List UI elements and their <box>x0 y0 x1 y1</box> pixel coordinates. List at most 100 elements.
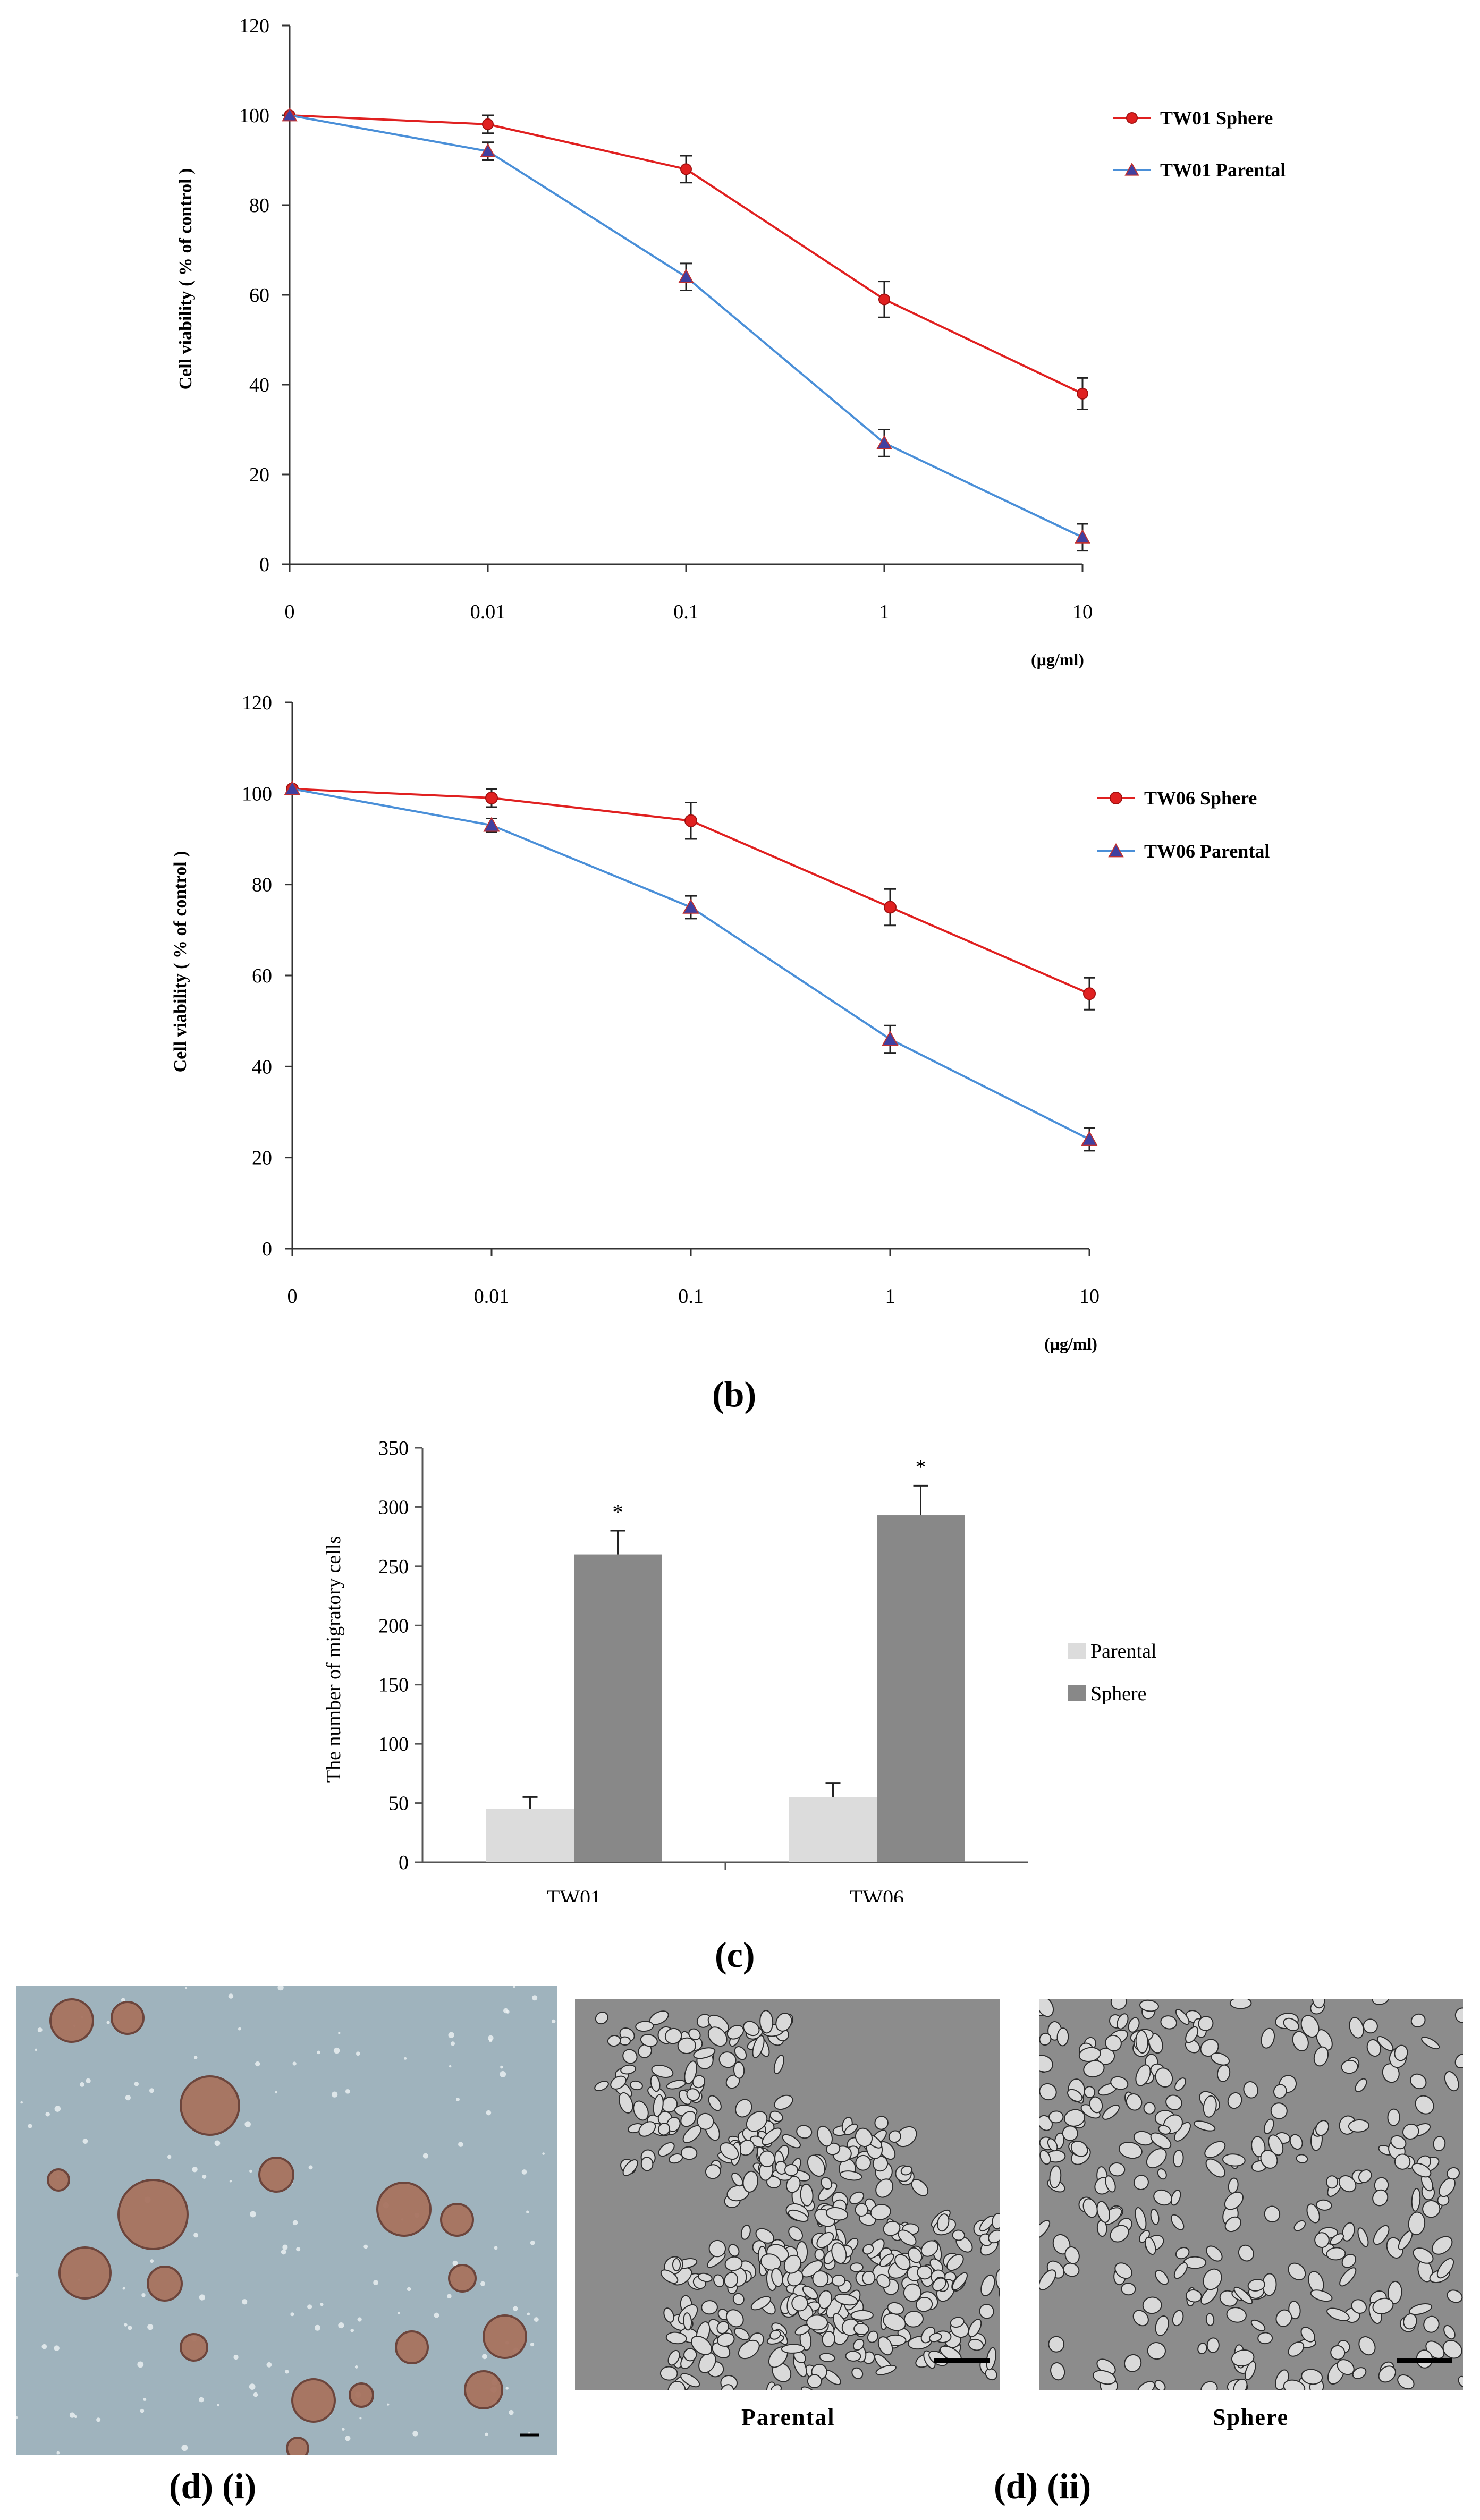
label-sphere: Sphere <box>1213 2404 1289 2430</box>
cell <box>979 2304 994 2319</box>
single-cell <box>345 2436 351 2441</box>
cell <box>686 2088 700 2101</box>
x-tick-label: TW01 <box>547 1886 601 1902</box>
cell <box>1351 2299 1367 2314</box>
single-cell <box>285 2370 289 2374</box>
cell <box>887 2302 904 2315</box>
cell <box>1243 2081 1259 2099</box>
cell <box>784 2163 799 2176</box>
data-point <box>483 817 500 832</box>
cell <box>775 2013 792 2032</box>
cell <box>917 2265 933 2280</box>
single-cell <box>480 2281 486 2286</box>
cell <box>680 2146 698 2160</box>
single-cell <box>494 2246 498 2250</box>
cell <box>1293 2220 1306 2231</box>
single-cell <box>149 2088 154 2093</box>
cell <box>1261 2027 1275 2049</box>
cell <box>1229 1999 1252 2009</box>
cell <box>1251 2136 1266 2158</box>
cell <box>683 2348 697 2362</box>
cell <box>1363 2018 1378 2034</box>
y-tick-label: 120 <box>242 692 272 714</box>
x-tick-label: TW06 <box>850 1886 904 1902</box>
cell <box>738 2339 760 2360</box>
cell <box>1157 2168 1167 2180</box>
y-tick-label: 60 <box>249 284 269 307</box>
single-cell <box>143 2398 147 2401</box>
single-cell <box>481 2354 487 2360</box>
cell <box>867 2330 878 2343</box>
single-cell <box>292 2220 298 2226</box>
cell <box>849 2262 864 2272</box>
cell <box>659 2366 678 2381</box>
cell <box>1143 2102 1156 2115</box>
cell <box>697 2272 713 2283</box>
cell <box>855 2203 868 2217</box>
cell <box>759 2010 774 2034</box>
cell <box>1301 2369 1323 2385</box>
cell <box>1231 2349 1255 2367</box>
cell <box>862 2244 874 2255</box>
data-point <box>682 898 699 914</box>
single-cell <box>79 2082 84 2087</box>
y-tick-label: 350 <box>378 1437 409 1460</box>
cell <box>759 2150 775 2168</box>
y-axis-label: Cell viability ( % of control ) <box>176 168 196 390</box>
y-tick-label: 20 <box>252 1147 272 1169</box>
cell <box>1387 2108 1400 2126</box>
cell <box>1247 2279 1266 2292</box>
cell <box>995 2268 1000 2293</box>
single-cell <box>333 2047 340 2054</box>
cell <box>1300 2327 1316 2343</box>
legend-label: Sphere <box>1090 1683 1147 1705</box>
cell <box>653 2094 664 2117</box>
legend-marker <box>1124 162 1139 176</box>
bar-sphere-tw06 <box>877 1515 965 1862</box>
single-cell <box>407 2287 411 2292</box>
single-cell <box>128 2326 132 2330</box>
cell <box>1326 2247 1346 2261</box>
cell <box>1197 2343 1207 2355</box>
cell <box>1372 2297 1394 2314</box>
cell <box>1039 2032 1052 2046</box>
cell <box>750 2296 771 2311</box>
single-cell <box>233 2354 239 2360</box>
cell <box>1257 2332 1273 2345</box>
cell <box>1084 2086 1096 2098</box>
data-point <box>684 814 697 827</box>
cell <box>968 2319 982 2338</box>
single-cell <box>434 2312 439 2318</box>
cell <box>658 2142 675 2157</box>
single-cell <box>290 2312 294 2317</box>
single-cell <box>125 2094 131 2101</box>
cell <box>769 2110 783 2122</box>
cell <box>1211 2052 1230 2066</box>
cell <box>610 2075 627 2090</box>
single-cell <box>238 2027 241 2031</box>
cell <box>1082 2198 1098 2218</box>
cell <box>883 2220 901 2236</box>
cell <box>718 2051 737 2068</box>
photo-background <box>575 1999 1000 2390</box>
sphere-culture-image <box>16 1986 557 2455</box>
y-tick-label: 50 <box>388 1793 409 1815</box>
cell <box>680 2373 700 2388</box>
cell <box>1442 2340 1462 2359</box>
cell <box>672 2258 681 2272</box>
significance-marker: * <box>916 1455 926 1479</box>
cell <box>1185 2289 1202 2303</box>
cell <box>1228 2177 1239 2194</box>
cell <box>1175 2009 1190 2025</box>
data-point <box>480 143 496 157</box>
cell <box>607 2035 621 2047</box>
cell <box>1270 2102 1288 2119</box>
cell <box>1132 2310 1149 2327</box>
cell <box>872 2156 889 2172</box>
cell <box>1083 2060 1105 2078</box>
cell <box>1330 2345 1346 2360</box>
cell <box>782 2134 801 2149</box>
tumor-sphere <box>448 2264 477 2293</box>
cell <box>665 2331 687 2345</box>
cell <box>853 2323 869 2335</box>
